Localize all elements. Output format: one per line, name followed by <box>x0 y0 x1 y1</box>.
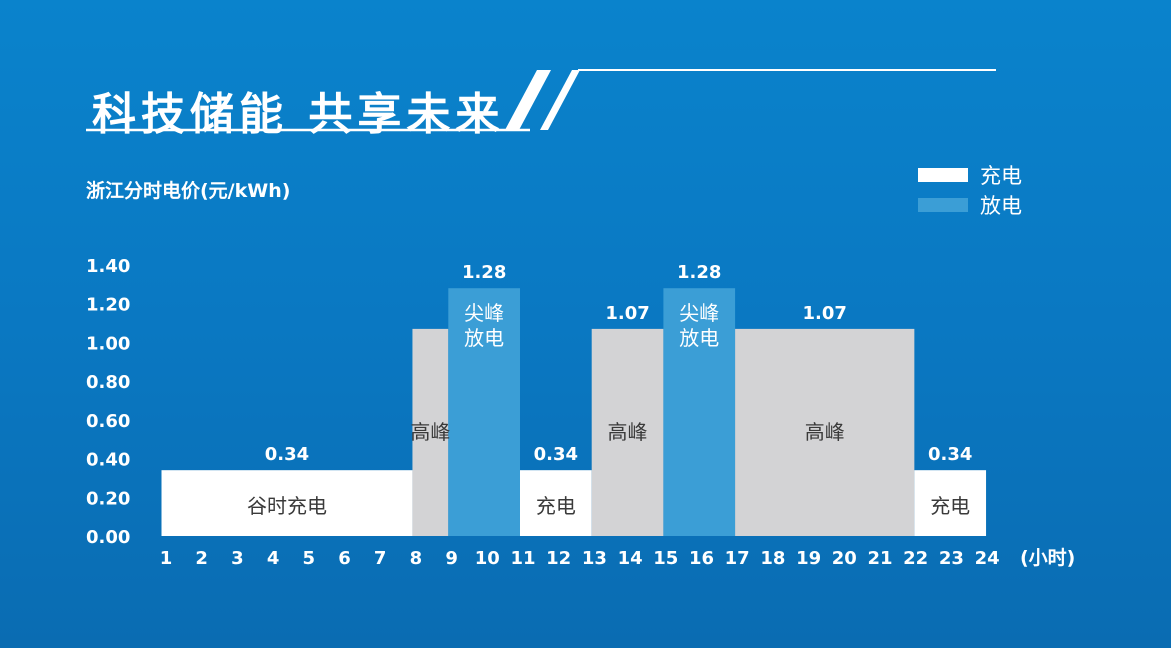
bar-label-line: 高峰 <box>608 420 648 444</box>
data-label-7: 0.34 <box>928 444 972 465</box>
x-axis-label: (小时) <box>1020 547 1075 569</box>
bar-label-line: 尖峰 <box>464 301 504 325</box>
data-label-6: 1.07 <box>803 303 847 324</box>
page-title: 科技储能 共享未来 <box>92 89 505 140</box>
chart-title: 浙江分时电价(元/kWh) <box>86 180 291 202</box>
bar-label-line: 高峰 <box>410 420 450 444</box>
x-tick-label-24: 24 <box>975 548 1000 569</box>
bar-label-7: 充电 <box>930 494 970 518</box>
x-tick-label-19: 19 <box>796 548 821 569</box>
bar-label-1: 高峰 <box>410 420 450 444</box>
data-label-4: 1.07 <box>605 303 649 324</box>
legend-label-charge: 充电 <box>980 164 1022 188</box>
data-label-2: 1.28 <box>462 262 506 283</box>
bar-label-line: 放电 <box>679 326 719 350</box>
y-tick-label-0: 0.00 <box>86 527 130 548</box>
bar-5 <box>663 288 736 536</box>
x-tick-label-23: 23 <box>939 548 964 569</box>
bar-6 <box>735 328 915 536</box>
x-tick-label-16: 16 <box>689 548 714 569</box>
bar-label-line: 尖峰 <box>679 301 719 325</box>
x-tick-label-14: 14 <box>618 548 643 569</box>
x-tick-label-13: 13 <box>582 548 607 569</box>
x-tick-label-4: 4 <box>267 548 280 569</box>
legend-item-charge: 充电 <box>918 160 1022 190</box>
bar-label-6: 高峰 <box>805 420 845 444</box>
bar-label-line: 放电 <box>464 326 504 350</box>
x-tick-label-5: 5 <box>303 548 316 569</box>
header-decoration <box>86 69 996 132</box>
y-tick-label-2: 0.40 <box>86 450 130 471</box>
bar-label-line: 谷时充电 <box>247 494 327 518</box>
x-tick-label-6: 6 <box>338 548 351 569</box>
legend-swatch-charge <box>918 168 968 182</box>
x-tick-label-20: 20 <box>832 548 857 569</box>
x-tick-label-2: 2 <box>195 548 208 569</box>
y-tick-label-5: 1.00 <box>86 333 130 354</box>
legend-label-discharge: 放电 <box>980 194 1022 218</box>
x-tick-label-10: 10 <box>475 548 500 569</box>
x-tick-label-17: 17 <box>725 548 750 569</box>
bar-2 <box>448 288 520 536</box>
bar-label-line: 充电 <box>930 494 970 518</box>
bar-label-3: 充电 <box>536 494 576 518</box>
x-tick-label-9: 9 <box>445 548 458 569</box>
bar-label-4: 高峰 <box>608 420 648 444</box>
data-label-0: 0.34 <box>265 444 309 465</box>
legend: 充电 放电 <box>918 160 1022 220</box>
x-tick-label-15: 15 <box>653 548 678 569</box>
legend-swatch-discharge <box>918 198 968 212</box>
bar-1 <box>412 328 449 536</box>
x-tick-label-21: 21 <box>867 548 892 569</box>
y-tick-label-6: 1.20 <box>86 295 130 316</box>
x-tick-label-8: 8 <box>410 548 423 569</box>
x-tick-label-11: 11 <box>510 548 535 569</box>
data-label-5: 1.28 <box>677 262 721 283</box>
x-tick-label-12: 12 <box>546 548 571 569</box>
x-tick-label-22: 22 <box>903 548 928 569</box>
x-tick-label-18: 18 <box>760 548 785 569</box>
data-label-3: 0.34 <box>534 444 578 465</box>
bar-3 <box>520 470 592 536</box>
bar-0 <box>161 470 413 536</box>
y-tick-label-1: 0.20 <box>86 488 130 509</box>
bar-label-5: 尖峰放电 <box>679 301 719 350</box>
y-tick-label-4: 0.80 <box>86 372 130 393</box>
y-tick-label-7: 1.40 <box>86 256 130 277</box>
bar-label-2: 尖峰放电 <box>464 301 504 350</box>
bar-4 <box>591 328 664 536</box>
bar-label-line: 充电 <box>536 494 576 518</box>
x-tick-label-1: 1 <box>160 548 173 569</box>
x-tick-label-3: 3 <box>231 548 244 569</box>
header: 科技储能 共享未来 <box>0 0 1171 140</box>
y-tick-label-3: 0.60 <box>86 411 130 432</box>
legend-item-discharge: 放电 <box>918 190 1022 220</box>
x-tick-label-7: 7 <box>374 548 387 569</box>
bar-label-0: 谷时充电 <box>247 494 327 518</box>
bar-7 <box>914 470 987 536</box>
bar-label-line: 高峰 <box>805 420 845 444</box>
